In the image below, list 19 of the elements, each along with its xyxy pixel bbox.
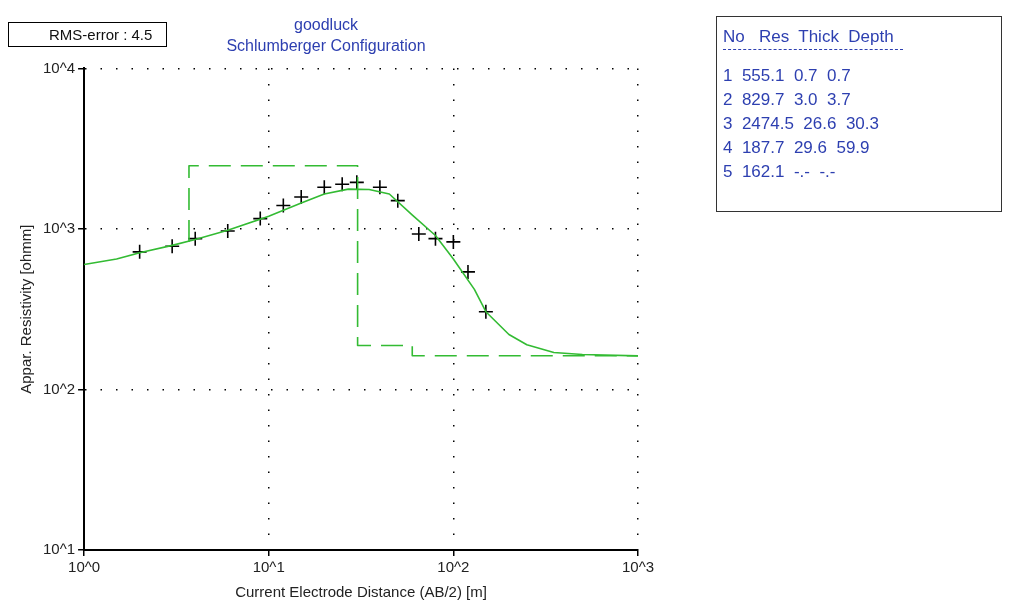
x-tick-label: 10^3 bbox=[621, 558, 655, 576]
x-axis-title: Current Electrode Distance (AB/2) [m] bbox=[235, 583, 487, 601]
x-tick-label: 10^2 bbox=[437, 558, 470, 576]
x-tick-label: 10^1 bbox=[252, 558, 285, 576]
chart-subtitle: Schlumberger Configuration bbox=[226, 37, 426, 55]
text: RMS-error : 4.5 bbox=[8, 22, 168, 47]
text: 3 2474.5 26.6 30.3 bbox=[723, 113, 880, 135]
text: 2 829.7 3.0 3.7 bbox=[723, 89, 852, 111]
text: 1 555.1 0.7 0.7 bbox=[723, 65, 852, 87]
y-tick-label: 10^2 bbox=[42, 379, 76, 397]
text: 5 162.1 -.- -.- bbox=[723, 161, 837, 183]
chart-title: goodluck bbox=[293, 16, 360, 34]
text: 4 187.7 29.6 59.9 bbox=[723, 137, 871, 159]
y-tick-label: 10^1 bbox=[42, 540, 76, 558]
text: No Res Thick Depth bbox=[723, 25, 903, 50]
x-tick-label: 10^0 bbox=[68, 558, 101, 576]
y-tick-label: 10^4 bbox=[42, 58, 76, 76]
y-axis-title: Appar. Resistivity [ohmm] bbox=[17, 224, 35, 394]
y-tick-label: 10^3 bbox=[42, 219, 76, 237]
